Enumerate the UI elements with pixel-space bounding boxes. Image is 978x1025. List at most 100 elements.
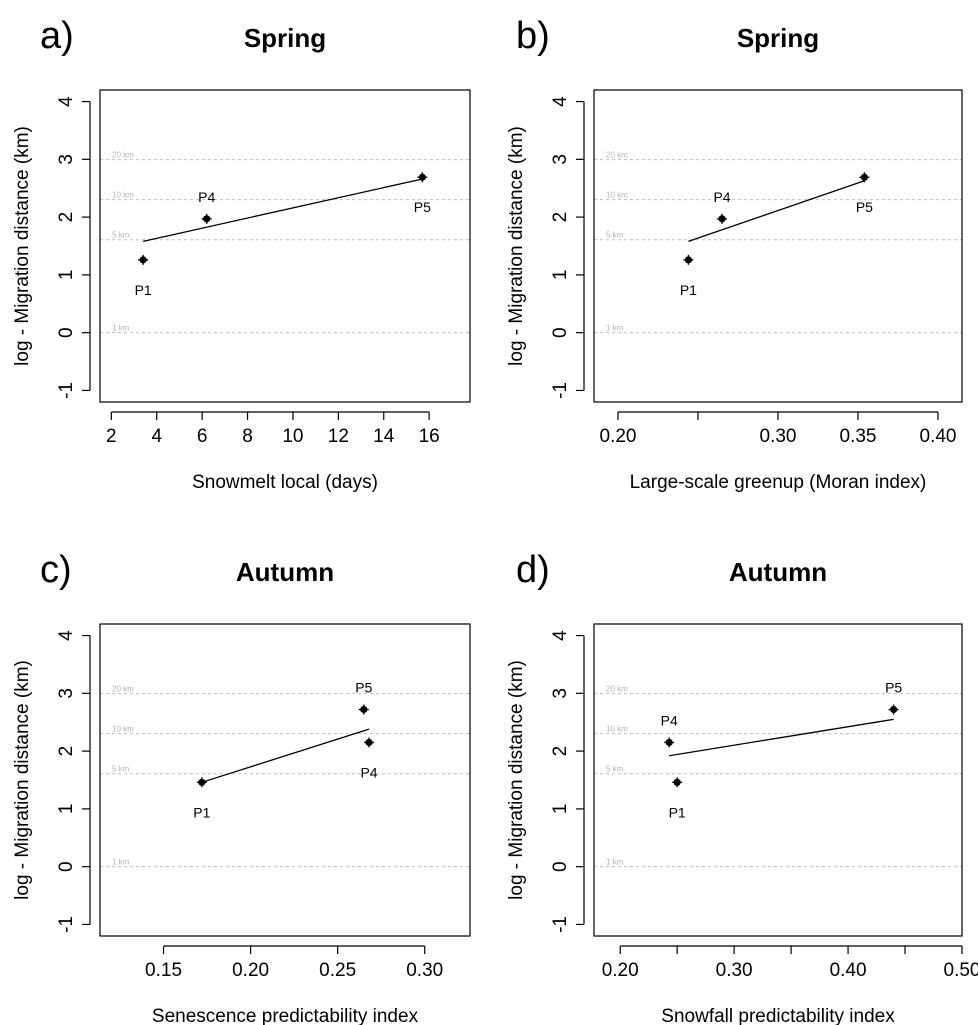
x-tick-label: 0.30	[406, 960, 443, 981]
y-axis-title: log - Migration distance (km)	[506, 660, 527, 900]
reference-line-label: 5 km	[606, 765, 624, 774]
reference-line-label: 5 km	[112, 231, 130, 240]
data-point-label: P1	[680, 282, 697, 298]
reference-line-label: 10 km	[112, 725, 134, 734]
data-point-label: P1	[135, 282, 152, 298]
panel-title: Autumn	[236, 557, 334, 587]
plot-frame	[593, 623, 963, 937]
data-point-label: P4	[713, 189, 730, 205]
x-tick-label: 0.25	[319, 960, 356, 981]
x-axis-title: Snowmelt local (days)	[192, 472, 378, 493]
reference-line-label: 5 km	[606, 231, 624, 240]
y-tick-label: 0	[56, 861, 77, 872]
x-tick-label: 4	[151, 426, 162, 447]
y-tick-label: 3	[56, 154, 77, 165]
reference-line-label: 10 km	[606, 725, 628, 734]
y-tick-label: 0	[56, 327, 77, 338]
y-tick-label: 4	[56, 630, 77, 641]
y-tick-label: 3	[550, 688, 571, 699]
reference-line-label: 20 km	[112, 685, 134, 694]
regression-line	[669, 718, 894, 757]
data-point-label: P4	[360, 764, 377, 780]
y-tick-label: -1	[56, 916, 77, 933]
panel-c: c) Autumn 20 km 10 km 5 km 1 km -1 0 1 2 3 4 0.15 0.2…	[12, 549, 471, 1025]
y-axis-title: log - Migration distance (km)	[12, 660, 33, 900]
x-tick-label: 0.30	[760, 426, 797, 447]
panel-title: Spring	[737, 23, 819, 53]
data-point-label: P4	[661, 712, 678, 728]
x-tick-label: 10	[282, 426, 303, 447]
x-tick-label: 16	[419, 426, 440, 447]
y-tick-label: 4	[56, 96, 77, 107]
x-axis-title: Large-scale greenup (Moran index)	[630, 472, 927, 493]
reference-line-label: 1 km	[606, 858, 624, 867]
y-tick-label: 2	[550, 212, 571, 223]
y-tick-label: 2	[56, 212, 77, 223]
x-axis-title: Snowfall predictability index	[661, 1006, 895, 1025]
x-tick-label: 0.50	[944, 960, 978, 981]
reference-line-label: 20 km	[606, 685, 628, 694]
x-tick-label: 2	[106, 426, 117, 447]
y-tick-label: 1	[550, 270, 571, 281]
y-tick-label: 1	[56, 270, 77, 281]
y-tick-label: 3	[550, 154, 571, 165]
x-tick-label: 0.35	[840, 426, 877, 447]
y-axis-title: log - Migration distance (km)	[506, 126, 527, 366]
y-axis-title: log - Migration distance (km)	[12, 126, 33, 366]
x-tick-label: 8	[242, 426, 253, 447]
panel-letter: a)	[40, 15, 74, 57]
data-point-label: P5	[885, 680, 902, 696]
y-tick-label: -1	[550, 916, 571, 933]
x-tick-label: 14	[373, 426, 395, 447]
y-tick-label: 2	[56, 746, 77, 757]
data-point-label: P5	[355, 680, 372, 696]
panel-title: Spring	[244, 23, 326, 53]
y-tick-label: -1	[550, 382, 571, 399]
panel-letter: b)	[516, 15, 550, 57]
panel-title: Autumn	[729, 557, 827, 587]
reference-line-label: 1 km	[112, 858, 130, 867]
panel-letter: c)	[40, 549, 72, 591]
reference-line-label: 20 km	[606, 151, 628, 160]
panel-b: b) Spring 20 km 10 km 5 km 1 km -1 0 1 2 3 4 0.20 0.3…	[506, 15, 963, 493]
y-tick-label: -1	[56, 382, 77, 399]
x-tick-label: 0.40	[920, 426, 957, 447]
regression-line	[142, 178, 423, 243]
y-tick-label: 0	[550, 861, 571, 872]
data-point-label: P5	[414, 199, 431, 215]
data-point-label: P1	[193, 804, 210, 820]
y-tick-label: 3	[56, 688, 77, 699]
x-tick-label: 6	[197, 426, 208, 447]
data-point-label: P1	[669, 804, 686, 820]
y-tick-label: 1	[550, 804, 571, 815]
y-tick-label: 4	[550, 96, 571, 107]
reference-line-label: 10 km	[606, 191, 628, 200]
reference-line-label: 1 km	[112, 324, 130, 333]
y-tick-label: 1	[56, 804, 77, 815]
x-tick-label: 0.40	[830, 960, 867, 981]
panel-letter: d)	[516, 549, 550, 591]
x-tick-label: 0.20	[602, 960, 639, 981]
plot-frame	[99, 89, 471, 403]
data-point-label: P5	[856, 199, 873, 215]
y-tick-label: 4	[550, 630, 571, 641]
reference-line-label: 5 km	[112, 765, 130, 774]
x-tick-label: 0.15	[145, 960, 182, 981]
regression-line	[688, 180, 865, 242]
x-tick-label: 0.30	[716, 960, 753, 981]
reference-line-label: 1 km	[606, 324, 624, 333]
plot-frame	[99, 623, 471, 937]
regression-line	[201, 728, 370, 783]
x-tick-label: 12	[328, 426, 349, 447]
x-tick-label: 0.20	[232, 960, 269, 981]
panel-d: d) Autumn 20 km 10 km 5 km 1 km -1 0 1 2 3 4 0.20 0.3…	[506, 549, 978, 1025]
y-tick-label: 2	[550, 746, 571, 757]
x-tick-label: 0.20	[600, 426, 637, 447]
data-point-label: P4	[198, 189, 215, 205]
plot-frame	[593, 89, 963, 403]
x-axis-title: Senescence predictability index	[152, 1006, 419, 1025]
y-tick-label: 0	[550, 327, 571, 338]
reference-line-label: 10 km	[112, 191, 134, 200]
